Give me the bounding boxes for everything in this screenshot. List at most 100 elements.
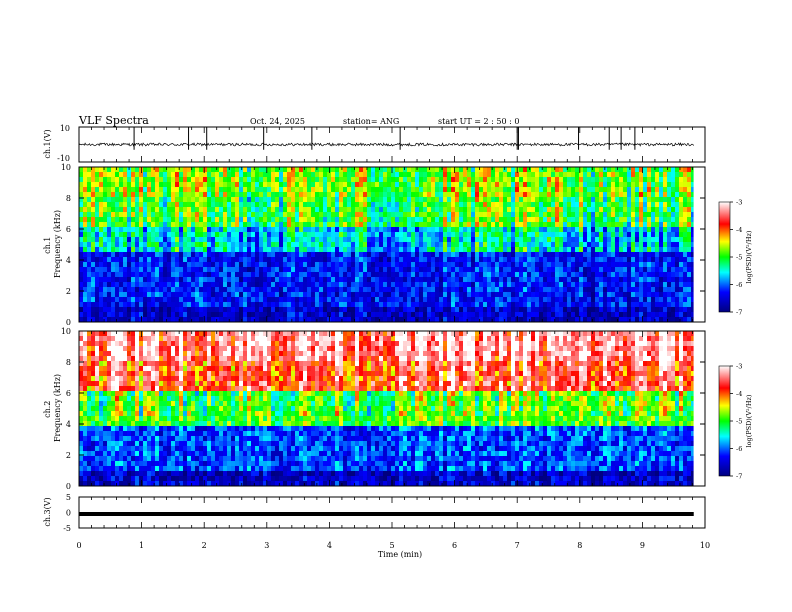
spectrogram-cell	[407, 257, 411, 262]
spectrogram-cell	[335, 307, 339, 312]
spectrogram-cell	[603, 197, 607, 202]
spectrogram-cell	[587, 202, 591, 207]
spectrogram-cell	[207, 272, 211, 277]
spectrogram-cell	[571, 227, 575, 232]
spectrogram-cell	[191, 331, 195, 336]
spectrogram-cell	[387, 207, 391, 212]
spectrogram-cell	[147, 287, 151, 292]
spectrogram-cell	[351, 237, 355, 242]
spectrogram-cell	[551, 222, 555, 227]
spectrogram-cell	[319, 252, 323, 257]
spectrogram-cell	[435, 182, 439, 187]
spectrogram-cell	[599, 187, 603, 192]
spectrogram-cell	[587, 267, 591, 272]
spectrogram-cell	[307, 267, 311, 272]
spectrogram-cell	[239, 292, 243, 297]
spectrogram-cell	[515, 302, 519, 307]
spectrogram-cell	[443, 202, 447, 207]
spectrogram-cell	[391, 172, 395, 177]
spectrogram-cell	[151, 331, 155, 336]
spectrogram-cell	[623, 217, 627, 222]
spectrogram-cell	[327, 242, 331, 247]
spectrogram-cell	[671, 262, 675, 267]
spectrogram-cell	[611, 277, 615, 282]
spectrogram-cell	[167, 247, 171, 252]
spectrogram-cell	[123, 222, 127, 227]
spectrogram-cell	[367, 282, 371, 287]
spectrogram-cell	[107, 197, 111, 202]
spectrogram-cell	[439, 307, 443, 312]
spectrogram-cell	[227, 192, 231, 197]
spectrogram-cell	[539, 182, 543, 187]
spectrogram-cell	[347, 277, 351, 282]
spectrogram-cell	[567, 187, 571, 192]
spectrogram-cell	[459, 267, 463, 272]
spectrogram-cell	[135, 192, 139, 197]
spectrogram-cell	[619, 247, 623, 252]
spectrogram-cell	[275, 267, 279, 272]
spectrogram-cell	[139, 192, 143, 197]
spectrogram-cell	[283, 212, 287, 217]
spectrogram-cell	[263, 272, 267, 277]
spectrogram-cell	[239, 187, 243, 192]
spectrogram-cell	[671, 282, 675, 287]
spectrogram-cell	[427, 257, 431, 262]
spectrogram-cell	[615, 217, 619, 222]
spectrogram-cell	[343, 237, 347, 242]
spectrogram-cell	[471, 197, 475, 202]
spectrogram-cell	[575, 242, 579, 247]
spectrogram-cell	[259, 287, 263, 292]
spectrogram-cell	[223, 192, 227, 197]
spectrogram-cell	[107, 257, 111, 262]
spectrogram-cell	[659, 187, 663, 192]
spectrogram-cell	[275, 227, 279, 232]
spectrogram-cell	[499, 302, 503, 307]
spectrogram-cell	[539, 302, 543, 307]
spectrogram-cell	[671, 242, 675, 247]
spectrogram-cell	[563, 317, 567, 322]
spectrogram-cell	[455, 287, 459, 292]
spectrogram-cell	[543, 192, 547, 197]
spectrogram-cell	[191, 302, 195, 307]
spectrogram-cell	[679, 242, 683, 247]
spectrogram-cell	[319, 287, 323, 292]
spectrogram-cell	[307, 282, 311, 287]
spectrogram-cell	[635, 272, 639, 277]
spectrogram-cell	[191, 177, 195, 182]
spectrogram-cell	[251, 297, 255, 302]
spectrogram-cell	[539, 247, 543, 252]
spectrogram-cell	[263, 331, 267, 336]
spectrogram-cell	[319, 182, 323, 187]
spectrogram-cell	[451, 247, 455, 252]
spectrogram-cell	[343, 317, 347, 322]
spectrogram-cell	[399, 232, 403, 237]
spectrogram-cell	[407, 212, 411, 217]
spectrogram-cell	[595, 282, 599, 287]
spectrogram-cell	[431, 257, 435, 262]
spectrogram-cell	[631, 307, 635, 312]
spectrogram-cell	[587, 312, 591, 317]
spectrogram-cell	[623, 287, 627, 292]
spectrogram-cell	[367, 297, 371, 302]
spectrogram-cell	[591, 307, 595, 312]
spectrogram-cell	[287, 167, 291, 172]
spectrogram-cell	[459, 257, 463, 262]
spectrogram-cell	[431, 277, 435, 282]
spectrogram-cell	[511, 222, 515, 227]
spectrogram-cell	[95, 237, 99, 242]
spectrogram-cell	[175, 167, 179, 172]
spectrogram-cell	[311, 317, 315, 322]
spectrogram-cell	[131, 222, 135, 227]
spectrogram-cell	[415, 297, 419, 302]
spectrogram-cell	[467, 287, 471, 292]
spectrogram-cell	[239, 192, 243, 197]
spectrogram-cell	[99, 292, 103, 297]
spectrogram-cell	[299, 297, 303, 302]
spectrogram-cell	[219, 331, 223, 336]
spectrogram-cell	[551, 297, 555, 302]
spectrogram-cell	[171, 272, 175, 277]
spectrogram-cell	[583, 167, 587, 172]
spectrogram-cell	[223, 312, 227, 317]
spectrogram-cell	[347, 307, 351, 312]
spectrogram-cell	[379, 207, 383, 212]
